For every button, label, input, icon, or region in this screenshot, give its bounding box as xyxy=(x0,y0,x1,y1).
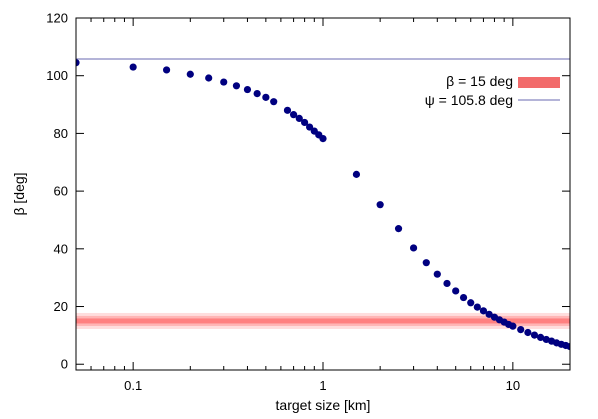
data-point xyxy=(283,106,292,114)
data-point xyxy=(76,59,80,67)
y-tick-label: 0 xyxy=(61,357,68,372)
data-point xyxy=(253,89,261,98)
x-tick-label: 0.1 xyxy=(124,378,142,393)
beta-band xyxy=(76,312,570,329)
y-axis-title: β [deg] xyxy=(11,172,27,215)
y-tick-label: 100 xyxy=(46,68,68,83)
data-point xyxy=(319,135,327,143)
data-point xyxy=(243,85,252,94)
data-point xyxy=(473,303,481,311)
beta-band-core xyxy=(76,318,570,324)
data-point xyxy=(422,259,430,267)
beta-band-outer xyxy=(76,312,570,329)
data-point xyxy=(301,118,309,127)
y-tick-label: 40 xyxy=(54,241,68,256)
data-point xyxy=(295,114,303,123)
data-point xyxy=(409,244,418,252)
x-axis-title: target size [km] xyxy=(276,397,371,413)
data-point xyxy=(220,78,228,86)
y-tick-label: 60 xyxy=(54,184,68,199)
data-point xyxy=(566,343,570,351)
x-tick-label: 1 xyxy=(319,378,326,393)
data-point xyxy=(467,299,475,307)
data-point xyxy=(352,170,361,178)
data-point xyxy=(524,328,532,337)
legend-label-beta: β = 15 deg xyxy=(446,73,513,89)
data-point xyxy=(394,225,403,233)
beta-band-mid xyxy=(76,315,570,326)
data-point xyxy=(205,74,213,82)
data-point xyxy=(479,307,488,315)
data-point xyxy=(536,333,545,341)
data-point xyxy=(443,279,451,288)
data-point xyxy=(530,331,539,339)
data-point xyxy=(517,326,525,334)
data-point xyxy=(485,310,493,318)
legend-swatch-beta xyxy=(518,77,560,88)
data-point xyxy=(433,270,441,278)
y-tick-label: 120 xyxy=(46,11,68,26)
data-point xyxy=(186,70,194,78)
legend: β = 15 deg ψ = 105.8 deg xyxy=(425,73,560,108)
data-points xyxy=(76,59,570,351)
data-point xyxy=(162,66,171,74)
y-tick-label: 80 xyxy=(54,126,68,141)
data-point xyxy=(289,111,298,119)
data-point xyxy=(459,293,468,302)
legend-label-psi: ψ = 105.8 deg xyxy=(425,92,513,108)
data-point xyxy=(232,82,241,90)
data-point xyxy=(129,63,137,71)
data-point xyxy=(262,93,270,101)
x-axis-ticks: 0.1 1 10 xyxy=(75,18,571,393)
data-point xyxy=(376,201,384,209)
data-point xyxy=(452,287,460,295)
data-point xyxy=(306,123,314,131)
data-point xyxy=(509,322,517,330)
y-axis-ticks: 0 20 40 60 80 100 120 xyxy=(46,11,570,372)
x-tick-label: 10 xyxy=(506,378,520,393)
data-point xyxy=(270,98,278,106)
y-tick-label: 20 xyxy=(54,299,68,314)
